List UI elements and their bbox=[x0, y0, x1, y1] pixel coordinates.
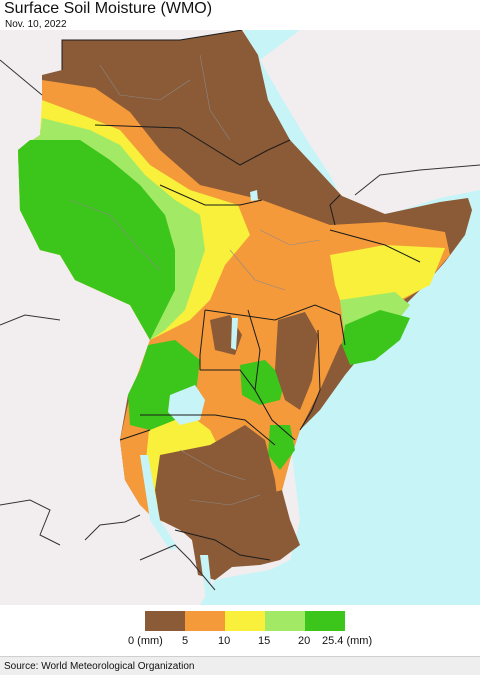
dry-patch-north-kenya bbox=[275, 312, 318, 410]
legend-swatch-1 bbox=[185, 611, 225, 631]
map-date: Nov. 10, 2022 bbox=[5, 19, 67, 30]
dry-patch-tanzania bbox=[155, 425, 280, 570]
source-footer: Source: World Meteorological Organizatio… bbox=[0, 656, 480, 675]
legend: 0 (mm) 5 10 15 20 25.4 (mm) bbox=[0, 605, 480, 655]
moisture-zone-green-kenya bbox=[240, 360, 285, 405]
moisture-zone-green-coast bbox=[268, 425, 295, 470]
legend-tick-3: 15 bbox=[258, 635, 271, 647]
moisture-zone-green-west bbox=[18, 140, 175, 340]
legend-swatch-0 bbox=[145, 611, 185, 631]
lake-tanganyika bbox=[140, 455, 178, 550]
lake-turkana bbox=[231, 318, 238, 350]
lake-tana bbox=[250, 190, 258, 201]
legend-tick-5: 25.4 (mm) bbox=[322, 635, 373, 647]
lake-malawi bbox=[200, 555, 213, 600]
legend-tick-2: 10 bbox=[218, 635, 231, 647]
outside-borders bbox=[0, 59, 480, 591]
legend-tick-4: 20 bbox=[298, 635, 311, 647]
map-title: Surface Soil Moisture (WMO) bbox=[4, 0, 213, 17]
legend-swatch-2 bbox=[225, 611, 265, 631]
legend-swatch-3 bbox=[265, 611, 305, 631]
soil-moisture-map bbox=[0, 30, 480, 605]
legend-tick-1: 5 bbox=[182, 635, 189, 647]
legend-swatch-4 bbox=[305, 611, 345, 631]
moisture-zone-green-somalia bbox=[342, 310, 410, 365]
admin-boundaries bbox=[69, 54, 321, 506]
legend-tick-0: 0 (mm) bbox=[128, 635, 163, 647]
outside-land-arabia bbox=[260, 30, 480, 218]
country-borders bbox=[61, 30, 421, 561]
